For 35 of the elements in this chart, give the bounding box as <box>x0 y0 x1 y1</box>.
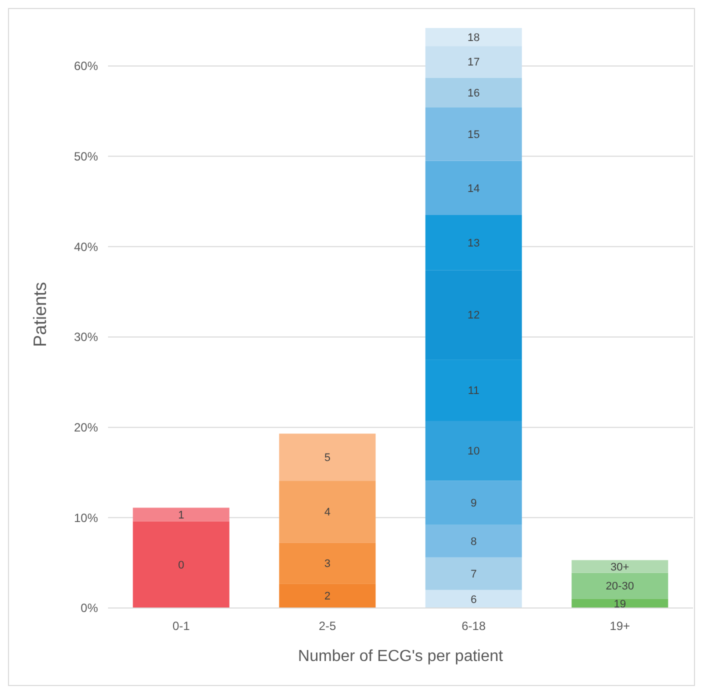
y-tick-label: 50% <box>74 149 98 164</box>
y-tick-label: 20% <box>74 420 98 435</box>
series-label: 16 <box>468 87 480 100</box>
series-label: 6 <box>470 594 477 606</box>
series-label: 8 <box>470 536 477 548</box>
x-tick-label: 2-5 <box>318 619 336 633</box>
series-label: 9 <box>470 498 477 510</box>
series-label: 0 <box>178 559 184 572</box>
y-tick-label: 30% <box>74 330 98 344</box>
series-label: 30+ <box>610 561 630 574</box>
series-label: 1 <box>178 509 184 522</box>
y-tick-label: 10% <box>74 510 98 525</box>
series-label: 7 <box>470 568 477 581</box>
x-tick-label: 0-1 <box>172 619 190 633</box>
series-label: 5 <box>324 452 330 464</box>
series-label: 14 <box>468 182 480 195</box>
series-label: 4 <box>324 506 330 519</box>
series-label: 18 <box>468 32 480 44</box>
x-tick-label: 6-18 <box>462 619 486 633</box>
series-label: 19 <box>614 598 626 610</box>
series-label: 15 <box>468 129 480 142</box>
series-label: 12 <box>468 310 480 322</box>
y-axis-title: Patients <box>30 282 50 348</box>
series-label: 10 <box>468 446 480 458</box>
y-tick-label: 0% <box>80 601 98 616</box>
series-label: 13 <box>468 237 480 250</box>
x-axis-title: Number of ECG's per patient <box>298 648 504 665</box>
series-label: 11 <box>468 385 480 398</box>
series-label: 20-30 <box>606 580 634 593</box>
series-label: 3 <box>324 558 330 570</box>
series-label: 17 <box>468 56 480 69</box>
x-tick-label: 19+ <box>610 619 630 633</box>
series-label: 2 <box>324 590 330 603</box>
y-tick-label: 40% <box>74 240 98 254</box>
y-tick-label: 60% <box>74 59 98 74</box>
